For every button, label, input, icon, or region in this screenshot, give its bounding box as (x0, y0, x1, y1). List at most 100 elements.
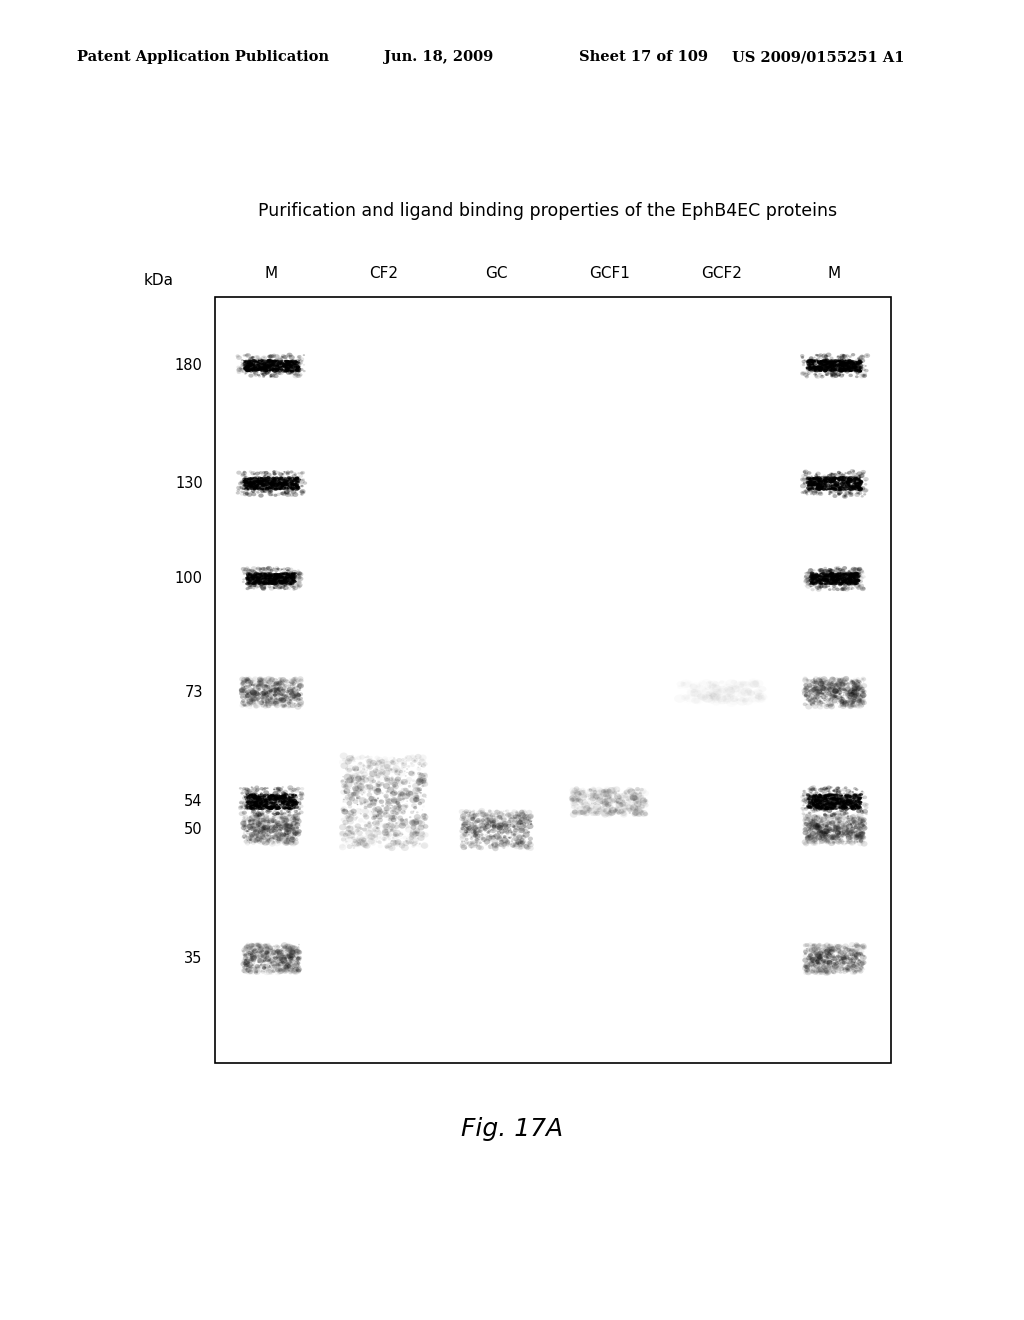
Ellipse shape (844, 482, 848, 484)
Ellipse shape (259, 690, 266, 696)
Ellipse shape (835, 370, 837, 371)
Ellipse shape (804, 970, 808, 973)
Ellipse shape (264, 841, 267, 843)
Ellipse shape (295, 374, 300, 378)
Ellipse shape (858, 359, 860, 362)
Ellipse shape (845, 578, 848, 579)
Ellipse shape (255, 581, 261, 585)
Ellipse shape (476, 810, 479, 814)
Ellipse shape (266, 367, 269, 368)
Ellipse shape (815, 824, 817, 825)
Ellipse shape (842, 374, 845, 375)
Ellipse shape (821, 805, 824, 807)
Ellipse shape (376, 830, 382, 836)
Ellipse shape (836, 484, 840, 487)
Ellipse shape (241, 487, 243, 490)
Ellipse shape (287, 705, 291, 708)
Ellipse shape (822, 574, 826, 577)
Ellipse shape (290, 705, 293, 708)
Ellipse shape (244, 478, 249, 480)
Ellipse shape (287, 808, 289, 809)
Ellipse shape (818, 969, 822, 973)
Ellipse shape (849, 363, 853, 366)
Ellipse shape (283, 577, 288, 581)
Ellipse shape (816, 477, 821, 479)
Ellipse shape (398, 833, 402, 837)
Ellipse shape (860, 586, 865, 591)
Ellipse shape (825, 690, 827, 692)
Ellipse shape (821, 576, 824, 577)
Ellipse shape (809, 698, 814, 704)
Ellipse shape (819, 834, 823, 837)
Ellipse shape (283, 483, 287, 486)
Ellipse shape (842, 367, 847, 370)
Ellipse shape (852, 837, 856, 840)
Ellipse shape (830, 677, 835, 681)
Ellipse shape (854, 700, 861, 705)
Ellipse shape (830, 829, 831, 830)
Ellipse shape (245, 807, 249, 808)
Ellipse shape (810, 586, 812, 587)
Ellipse shape (251, 367, 254, 370)
Ellipse shape (827, 952, 831, 956)
Ellipse shape (262, 582, 265, 585)
Ellipse shape (825, 360, 829, 363)
Ellipse shape (282, 487, 286, 490)
Ellipse shape (527, 845, 529, 847)
Ellipse shape (241, 359, 244, 362)
Ellipse shape (391, 779, 399, 785)
Ellipse shape (282, 961, 288, 966)
Ellipse shape (815, 578, 819, 582)
Ellipse shape (279, 968, 283, 972)
Ellipse shape (851, 822, 857, 828)
Ellipse shape (261, 363, 266, 367)
Ellipse shape (364, 842, 371, 849)
Ellipse shape (244, 367, 248, 370)
Ellipse shape (266, 805, 270, 808)
Ellipse shape (827, 958, 833, 962)
Ellipse shape (859, 371, 862, 372)
Ellipse shape (837, 680, 843, 685)
Ellipse shape (284, 581, 287, 582)
Ellipse shape (257, 816, 259, 817)
Ellipse shape (857, 579, 860, 582)
Ellipse shape (293, 829, 299, 836)
Ellipse shape (467, 812, 471, 816)
Ellipse shape (817, 579, 819, 582)
Ellipse shape (828, 362, 830, 363)
Ellipse shape (854, 824, 857, 826)
Ellipse shape (829, 797, 835, 800)
Ellipse shape (816, 810, 818, 812)
Ellipse shape (259, 482, 261, 484)
Ellipse shape (252, 364, 254, 366)
Ellipse shape (252, 492, 256, 496)
Ellipse shape (604, 803, 609, 807)
Ellipse shape (839, 577, 842, 578)
Ellipse shape (856, 579, 859, 581)
Ellipse shape (842, 490, 844, 491)
Ellipse shape (265, 809, 270, 813)
Ellipse shape (270, 953, 276, 958)
Ellipse shape (830, 479, 837, 483)
Ellipse shape (829, 817, 837, 822)
Ellipse shape (621, 810, 627, 816)
Ellipse shape (250, 953, 254, 957)
Ellipse shape (281, 483, 285, 486)
Ellipse shape (242, 962, 245, 965)
Ellipse shape (504, 826, 507, 828)
Ellipse shape (263, 368, 268, 372)
Ellipse shape (282, 797, 284, 800)
Ellipse shape (853, 956, 858, 960)
Ellipse shape (247, 676, 252, 681)
Ellipse shape (283, 961, 284, 962)
Ellipse shape (818, 578, 820, 579)
Ellipse shape (850, 486, 853, 488)
Ellipse shape (810, 359, 812, 362)
Ellipse shape (845, 834, 848, 837)
Ellipse shape (241, 686, 246, 690)
Ellipse shape (294, 961, 300, 966)
Ellipse shape (815, 358, 820, 362)
Ellipse shape (840, 697, 844, 700)
Ellipse shape (815, 578, 820, 581)
Ellipse shape (280, 582, 284, 585)
